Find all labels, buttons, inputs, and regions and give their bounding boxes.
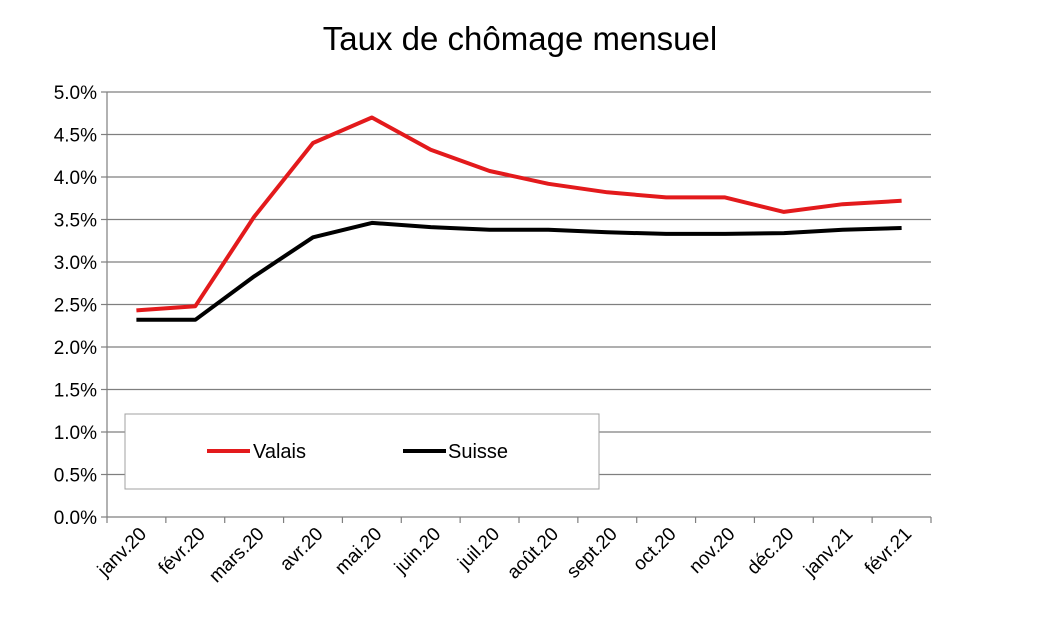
y-tick-label: 3.5% <box>54 211 97 232</box>
y-tick-label: 2.0% <box>54 338 97 359</box>
y-tick-label: 1.0% <box>54 423 97 444</box>
y-tick-label: 5.0% <box>54 83 97 104</box>
x-tick-label: janv.20 <box>93 524 151 582</box>
series-line-valais <box>136 115 902 313</box>
chart-title: Taux de chômage mensuel <box>323 20 717 57</box>
x-tick-label: juin.20 <box>390 524 445 579</box>
legend-label-suisse: Suisse <box>448 441 508 463</box>
y-tick-label: 2.5% <box>54 296 97 317</box>
legend: Valais Suisse <box>124 413 600 490</box>
x-tick-label: avr.20 <box>276 524 327 575</box>
legend-box <box>124 413 600 490</box>
x-tick-label: mai.20 <box>331 524 386 579</box>
x-tick-label: mars.20 <box>205 524 268 587</box>
series-lines <box>136 115 902 322</box>
x-tick-label: août.20 <box>503 524 563 584</box>
y-tick-label: 0.0% <box>54 508 97 529</box>
x-tick-label: juil.20 <box>453 524 504 575</box>
y-tick-label: 3.0% <box>54 253 97 274</box>
series-line-suisse <box>136 220 902 322</box>
y-tick-label: 4.5% <box>54 126 97 147</box>
x-tick-label: déc.20 <box>743 524 798 579</box>
x-tick-label: oct.20 <box>629 524 680 575</box>
y-axis-ticks: 0.0% 0.5% 1.0% 1.5% 2.0% 2.5% 3.0% 3.5% 4.0% 4.5%… <box>54 83 107 529</box>
x-tick-label: nov.20 <box>685 524 739 578</box>
x-tick-label: févr.21 <box>861 524 916 579</box>
y-tick-label: 0.5% <box>54 466 97 487</box>
x-tick-label: sept.20 <box>563 524 622 583</box>
y-tick-label: 1.5% <box>54 381 97 402</box>
x-tick-label: janv.21 <box>799 524 857 582</box>
y-tick-label: 4.0% <box>54 168 97 189</box>
x-tick-label: févr.20 <box>155 524 210 579</box>
legend-label-valais: Valais <box>253 441 306 463</box>
